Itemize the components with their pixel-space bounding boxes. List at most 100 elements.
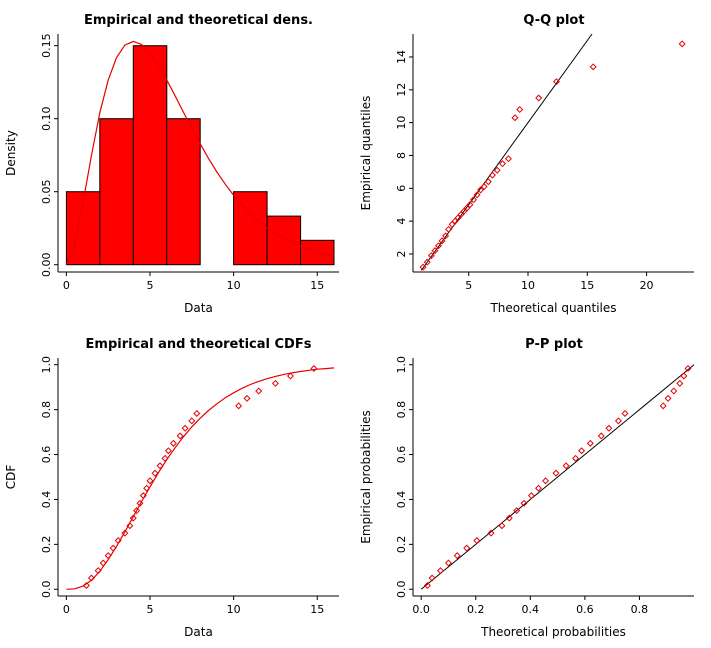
data-point-marker — [453, 552, 461, 560]
data-point-marker — [126, 522, 134, 530]
y-tick-label: 0.4 — [395, 491, 408, 509]
y-axis-label: CDF — [4, 465, 18, 490]
x-tick-label: 15 — [310, 279, 324, 292]
data-point-marker — [156, 462, 164, 470]
x-tick-label: 0.4 — [522, 603, 540, 616]
data-point-marker — [614, 417, 622, 425]
data-point-marker — [621, 409, 629, 417]
y-tick-label: 10 — [395, 116, 408, 130]
x-tick-label: 5 — [146, 279, 153, 292]
y-tick-label: 0.15 — [40, 33, 53, 58]
data-point-marker — [151, 469, 159, 477]
y-tick-label: 0.6 — [395, 446, 408, 464]
data-point-marker — [578, 447, 586, 455]
pp-plot-panel: P-P plot 0.0 0.2 0.4 0.6 0.8 0.0 0.2 0.4 0.6 0.8 1… — [355, 324, 711, 648]
data-point-marker — [659, 402, 667, 410]
data-point-marker — [438, 237, 446, 245]
histogram-bar — [233, 191, 268, 266]
data-point-marker — [505, 514, 513, 522]
y-tick-label: 0.05 — [40, 179, 53, 204]
y-tick-label: 12 — [395, 83, 408, 97]
y-tick-label: 0.0 — [40, 581, 53, 599]
data-point-marker — [434, 242, 442, 250]
data-point-marker — [235, 402, 243, 410]
x-axis-label: Theoretical probabilities — [480, 625, 626, 639]
data-point-marker — [469, 196, 477, 204]
data-point-marker — [484, 178, 492, 186]
data-point-marker — [437, 567, 445, 575]
data-point-marker — [488, 171, 496, 179]
data-point-marker — [143, 484, 151, 492]
data-point-marker — [161, 454, 169, 462]
data-point-marker — [114, 537, 122, 545]
data-point-marker — [676, 379, 684, 387]
x-tick-label: 20 — [640, 279, 654, 292]
x-tick-label: 0.0 — [412, 603, 430, 616]
data-point-marker — [427, 252, 435, 260]
data-point-marker — [133, 507, 141, 515]
data-point-marker — [136, 499, 144, 507]
y-tick-label: 1.0 — [40, 356, 53, 374]
y-axis-label: Empirical probabilities — [359, 410, 373, 543]
y-axis-label: Density — [4, 130, 18, 176]
y-tick-label: 2 — [395, 250, 408, 257]
y-tick-label: 0.00 — [40, 252, 53, 277]
data-point-marker — [680, 372, 688, 380]
y-tick-label: 0.8 — [395, 401, 408, 419]
x-axis-label: Data — [184, 625, 213, 639]
y-tick-label: 1.0 — [395, 356, 408, 374]
x-tick-label: 10 — [521, 279, 535, 292]
data-point-marker — [82, 581, 90, 589]
theoretical-curve — [65, 40, 335, 265]
data-point-marker — [431, 247, 439, 255]
data-point-marker — [605, 424, 613, 432]
cdf-plot-canvas: 0 5 10 15 0.0 0.2 0.4 0.6 0.8 1.0 Data CDF — [4, 356, 339, 639]
data-point-marker — [419, 263, 427, 271]
data-point-marker — [121, 529, 129, 537]
y-tick-label: 8 — [395, 152, 408, 159]
pp-plot-title: P-P plot — [525, 337, 583, 352]
histogram-bar — [99, 118, 134, 266]
data-point-marker — [516, 105, 524, 114]
data-point-marker — [504, 155, 512, 163]
data-point-marker — [572, 454, 580, 462]
x-tick-label: 5 — [465, 279, 472, 292]
data-point-marker — [99, 559, 107, 567]
qq-plot-canvas: 5 10 15 20 2 4 6 8 10 12 14 Theoretical quantiles Em… — [359, 33, 694, 315]
y-tick-label: 14 — [395, 50, 408, 64]
data-point-marker — [466, 201, 474, 209]
data-point-marker — [678, 40, 686, 48]
data-point-marker — [487, 529, 495, 537]
data-point-marker — [552, 469, 560, 477]
histogram-bar — [132, 45, 168, 266]
histogram-bar — [166, 118, 201, 266]
x-tick-label: 0.8 — [631, 603, 649, 616]
data-point-marker — [271, 379, 279, 387]
x-tick-label: 0.6 — [576, 603, 594, 616]
data-point-marker — [444, 559, 452, 567]
x-tick-label: 0 — [63, 279, 70, 292]
data-point-marker — [552, 78, 560, 86]
data-point-marker — [146, 477, 154, 485]
x-axis-label: Theoretical quantiles — [489, 301, 616, 315]
data-point-marker — [423, 258, 431, 266]
data-point-marker — [428, 574, 436, 582]
data-point-marker — [535, 94, 543, 102]
data-point-marker — [87, 574, 95, 582]
data-point-marker — [513, 507, 521, 515]
data-point-marker — [562, 462, 570, 470]
data-point-marker — [463, 544, 471, 552]
data-point-marker — [498, 522, 506, 530]
data-point-marker — [129, 514, 137, 522]
qq-plot-panel: Q-Q plot 5 10 15 20 2 4 6 8 10 12 14 Theoretical qu… — [355, 0, 711, 324]
cdf-plot-title: Empirical and theoretical CDFs — [85, 337, 312, 352]
x-tick-label: 0.2 — [467, 603, 485, 616]
y-tick-label: 0.2 — [40, 536, 53, 554]
qq-plot-title: Q-Q plot — [523, 13, 585, 28]
data-point-marker — [473, 537, 481, 545]
data-point-marker — [442, 232, 450, 240]
data-point-marker — [664, 394, 672, 402]
data-point-marker — [527, 492, 535, 500]
data-point-marker — [534, 484, 543, 492]
